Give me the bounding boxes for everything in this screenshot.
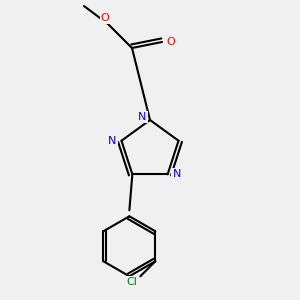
Text: N: N <box>172 169 181 179</box>
Text: N: N <box>108 136 117 146</box>
Text: O: O <box>100 13 109 23</box>
Text: N: N <box>138 112 147 122</box>
Text: O: O <box>167 37 176 47</box>
Text: Cl: Cl <box>126 277 137 287</box>
